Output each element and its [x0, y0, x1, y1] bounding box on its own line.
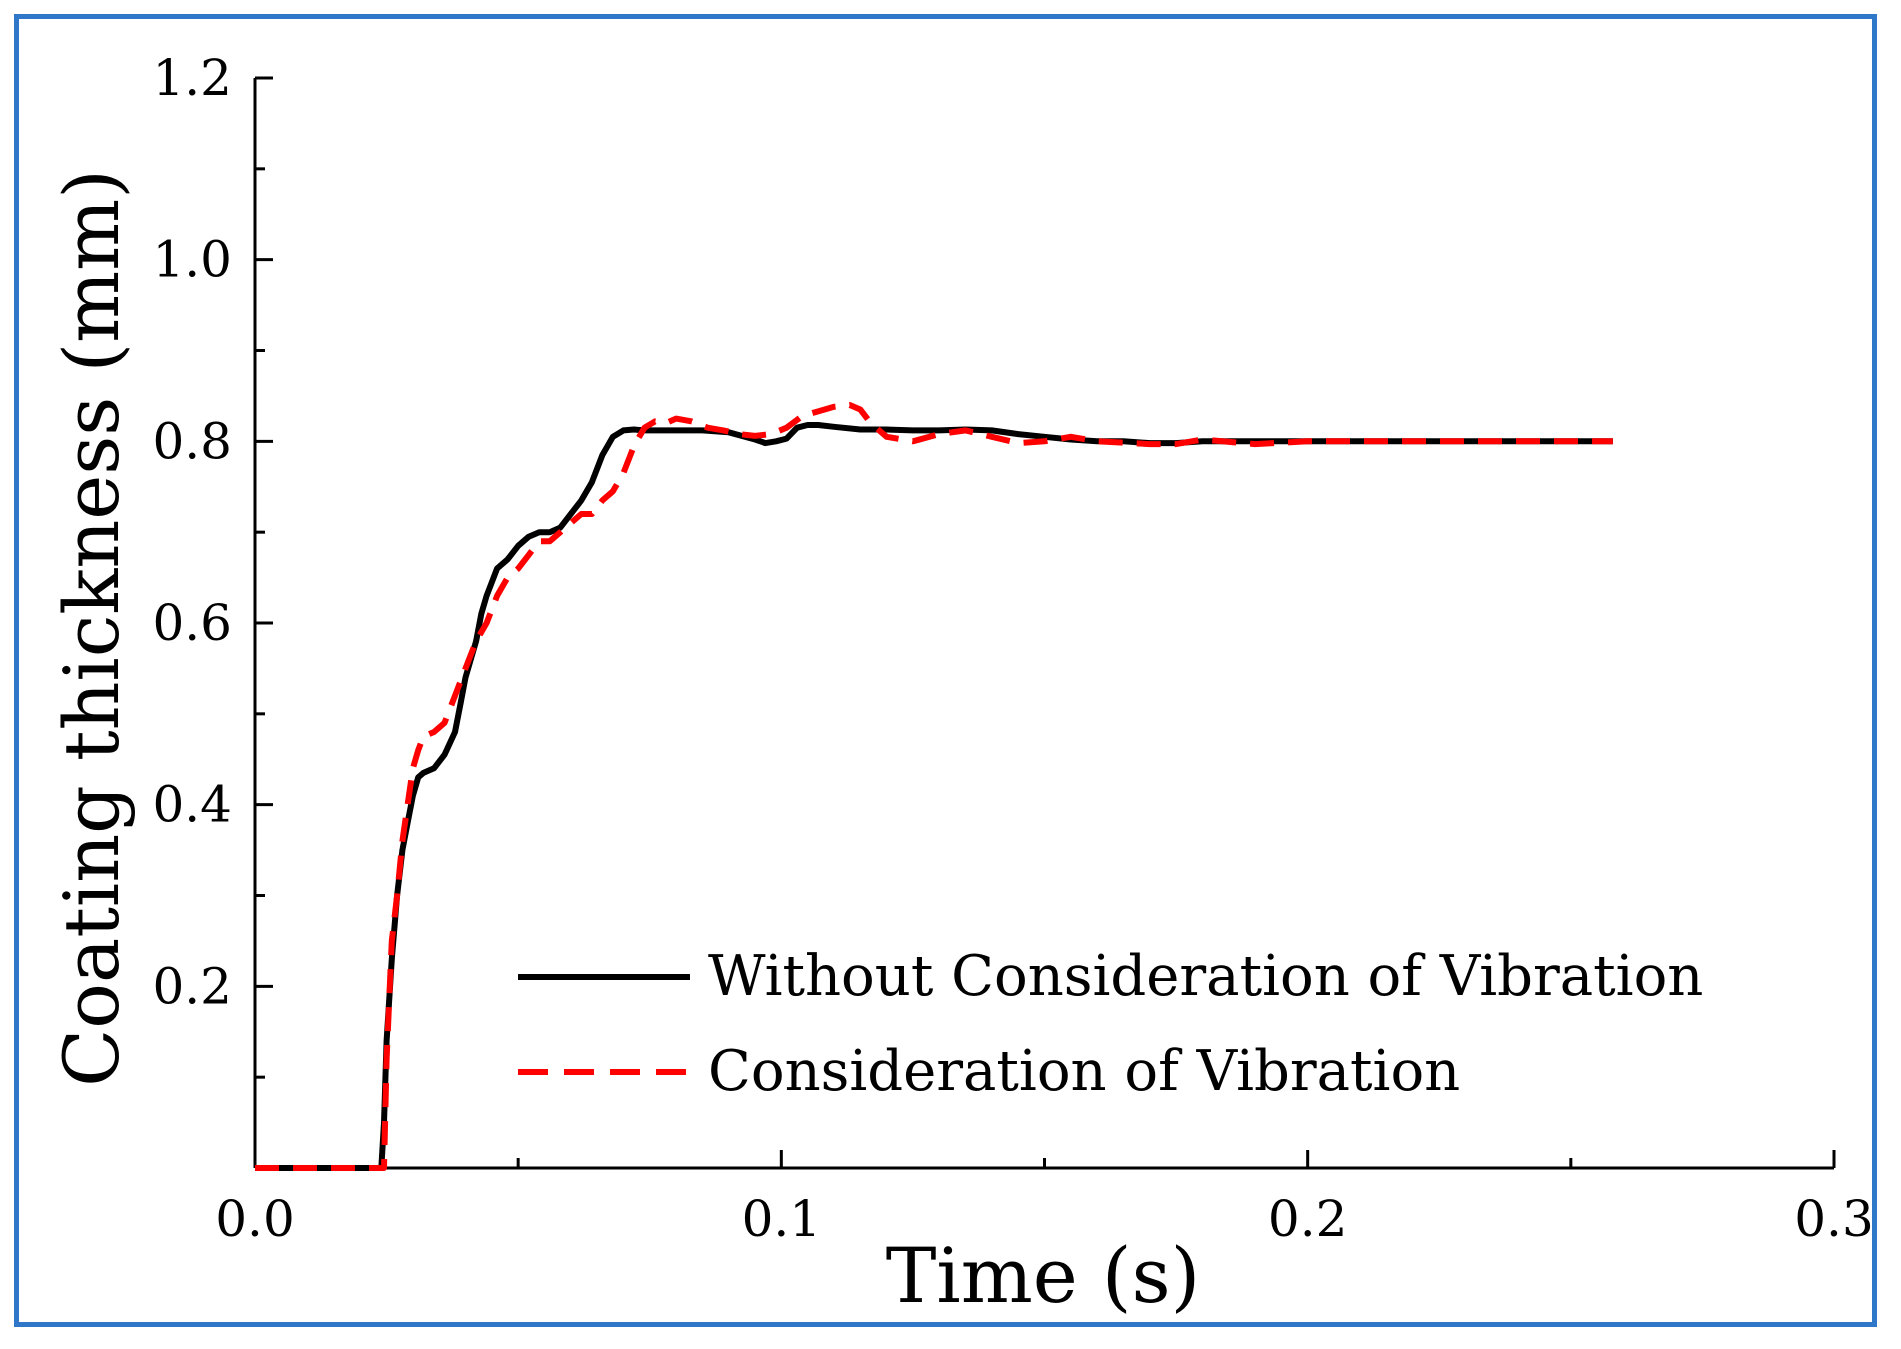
x-axis-label: Time (s)	[886, 1231, 1201, 1320]
y-tick-label: 0.4	[152, 776, 232, 834]
y-tick-label: 1.0	[152, 231, 232, 289]
y-tick-label: 0.2	[152, 957, 232, 1015]
y-tick-label: 0.6	[152, 594, 232, 652]
series-layer	[255, 402, 1613, 1171]
figure-frame	[14, 14, 1877, 1327]
x-tick-label: 0.1	[742, 1190, 822, 1248]
y-tick-label: 1.2	[152, 49, 232, 107]
x-tick-label: 0.0	[215, 1190, 295, 1248]
x-tick-label: 0.3	[1794, 1190, 1874, 1248]
x-tick-label: 0.2	[1268, 1190, 1348, 1248]
y-tick-label: 0.8	[152, 412, 232, 470]
series-line-2	[255, 402, 1613, 1171]
ticks: 0.0 0.1 0.2 0.3 0.2 0.4 0.6 0.8 1.0 1.2	[152, 49, 1873, 1248]
legend-label-2: Consideration of Vibration	[708, 1039, 1460, 1104]
y-axis-label: Coating thickness (mm)	[47, 169, 136, 1087]
legend-label-1: Without Consideration of Vibration	[708, 944, 1703, 1009]
legend: Without Consideration of Vibration Consid…	[518, 944, 1703, 1104]
